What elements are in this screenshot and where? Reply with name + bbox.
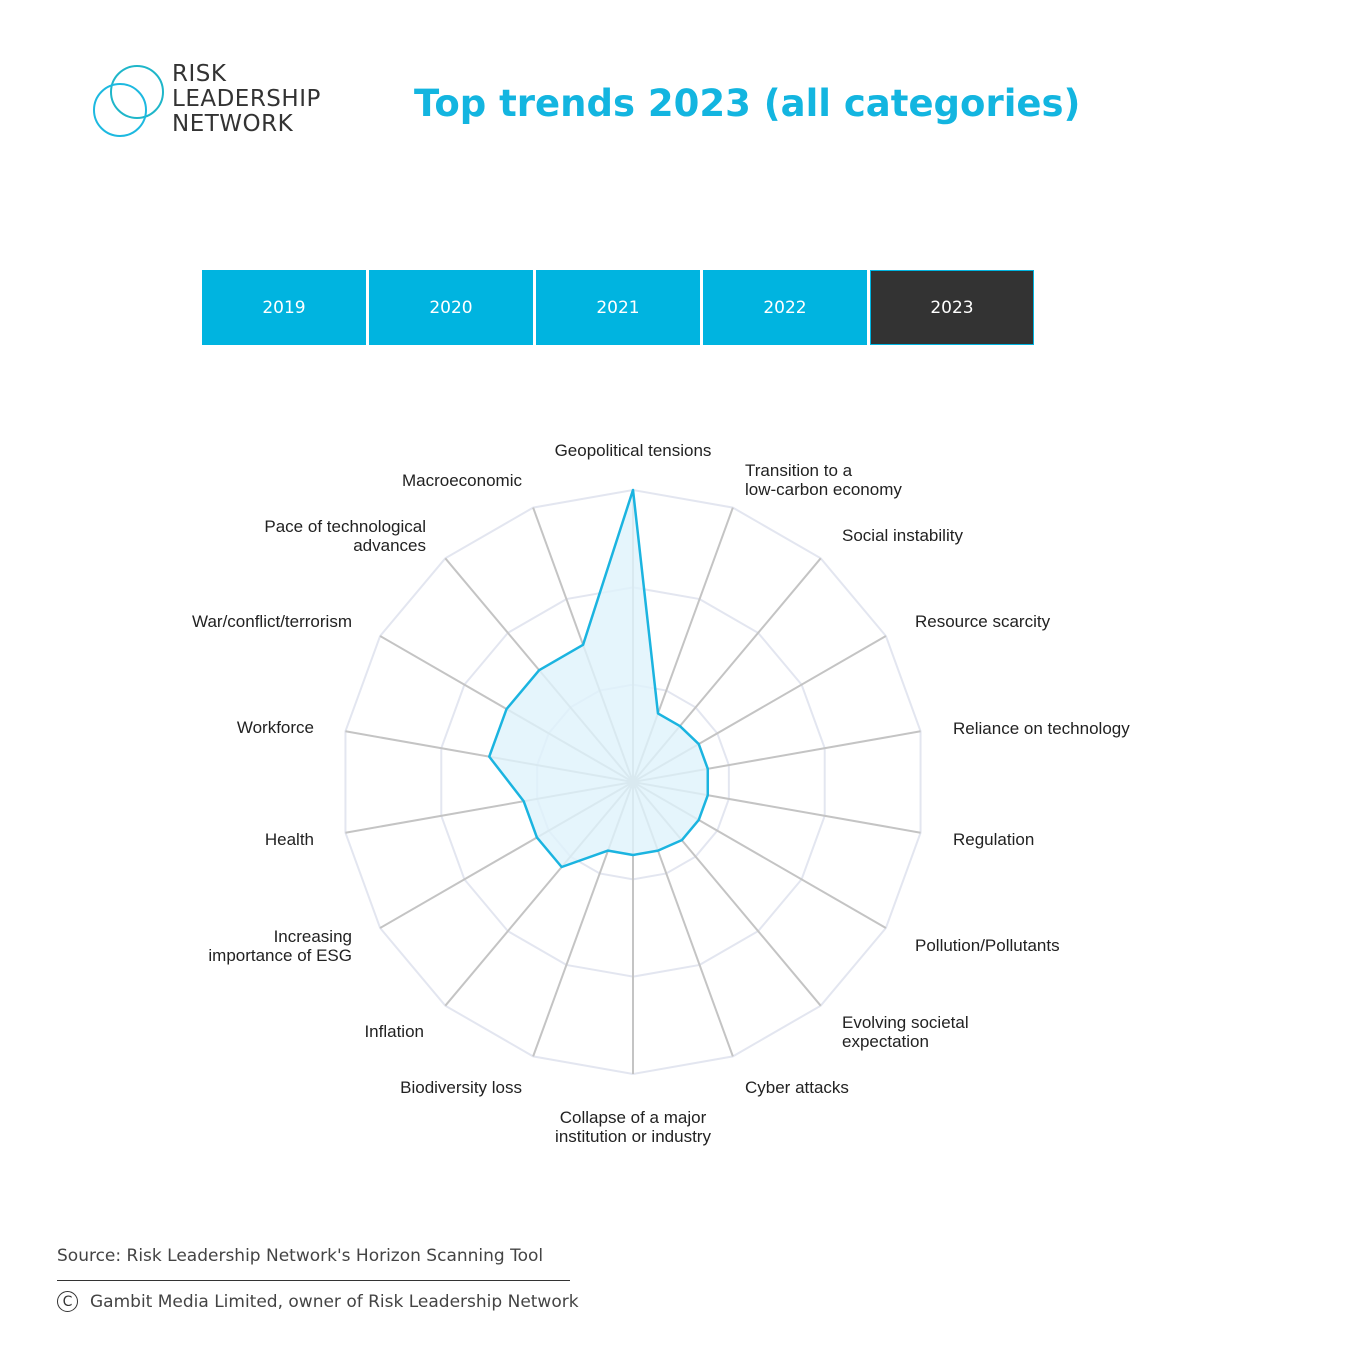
logo-text: RISK LEADERSHIP NETWORK (172, 62, 321, 137)
axis-label: Regulation (953, 830, 1034, 849)
axis-label-line: Social instability (842, 526, 963, 545)
axis-label-line: Geopolitical tensions (555, 441, 712, 460)
axis-label: Evolving societal expectation (842, 1013, 969, 1051)
axis-label-line: Health (265, 830, 314, 849)
copyright-icon: C (57, 1291, 78, 1312)
axis-label: Inflation (364, 1022, 424, 1041)
axis-label: Reliance on technology (953, 719, 1130, 738)
axis-label: Increasing importance of ESG (208, 927, 352, 965)
axis-label-line: Collapse of a major (560, 1108, 707, 1127)
axis-label: Collapse of a major institution or indust… (555, 1108, 711, 1146)
tab-2022[interactable]: 2022 (703, 270, 867, 345)
page-title: Top trends 2023 (all categories) (414, 82, 1081, 125)
axis-label-line: Cyber attacks (745, 1078, 849, 1097)
copyright-note: C Gambit Media Limited, owner of Risk Le… (57, 1291, 579, 1312)
tab-2019[interactable]: 2019 (202, 270, 366, 345)
axis-label-line: Pace of technological (264, 517, 426, 536)
logo-line: RISK (172, 61, 227, 87)
axis-label-line: expectation (842, 1032, 929, 1051)
logo-rings-icon (93, 65, 164, 137)
axis-label-line: War/conflict/terrorism (192, 612, 352, 631)
axis-label: Social instability (842, 526, 963, 545)
axis-label: Cyber attacks (745, 1078, 849, 1097)
source-note: Source: Risk Leadership Network's Horizo… (57, 1246, 544, 1266)
axis-label-line: Reliance on technology (953, 719, 1130, 738)
axis-label: Pace of technological advances (264, 517, 426, 555)
axis-label-line: Workforce (237, 718, 314, 737)
tab-2020[interactable]: 2020 (369, 270, 533, 345)
axis-label: Resource scarcity (915, 612, 1051, 631)
logo: RISK LEADERSHIP NETWORK (92, 62, 362, 142)
axis-label: Biodiversity loss (400, 1078, 522, 1097)
axis-label-line: importance of ESG (208, 946, 352, 965)
logo-line: NETWORK (172, 111, 294, 137)
axis-label: Geopolitical tensions (555, 441, 712, 460)
axis-label-line: Macroeconomic (402, 471, 522, 490)
logo-line: LEADERSHIP (172, 86, 321, 112)
year-tabs: 2019 2020 2021 2022 2023 (202, 270, 1034, 345)
axis-label-line: Increasing (274, 927, 352, 946)
copyright-text: Gambit Media Limited, owner of Risk Lead… (90, 1291, 579, 1312)
axis-label: Health (265, 830, 314, 849)
axis-label: Workforce (237, 718, 314, 737)
axis-label: Macroeconomic (402, 471, 522, 490)
axis-label-line: Inflation (364, 1022, 424, 1041)
axis-label-line: advances (353, 536, 426, 555)
axis-label-line: Evolving societal (842, 1013, 969, 1032)
axis-label-line: Resource scarcity (915, 612, 1051, 631)
divider (57, 1280, 570, 1281)
axis-label-line: low-carbon economy (745, 480, 902, 499)
axis-label: Pollution/Pollutants (915, 936, 1060, 955)
axis-label-line: Transition to a (745, 461, 853, 480)
axis-label: War/conflict/terrorism (192, 612, 352, 631)
axis-label-line: Biodiversity loss (400, 1078, 522, 1097)
tab-2021[interactable]: 2021 (536, 270, 700, 345)
axis-label-line: institution or industry (555, 1127, 711, 1146)
series-area (487, 488, 710, 869)
axis-label-line: Pollution/Pollutants (915, 936, 1060, 955)
axis-label-line: Regulation (953, 830, 1034, 849)
tab-2023[interactable]: 2023 (870, 270, 1034, 345)
axis-label: Transition to a low-carbon economy (745, 461, 902, 499)
